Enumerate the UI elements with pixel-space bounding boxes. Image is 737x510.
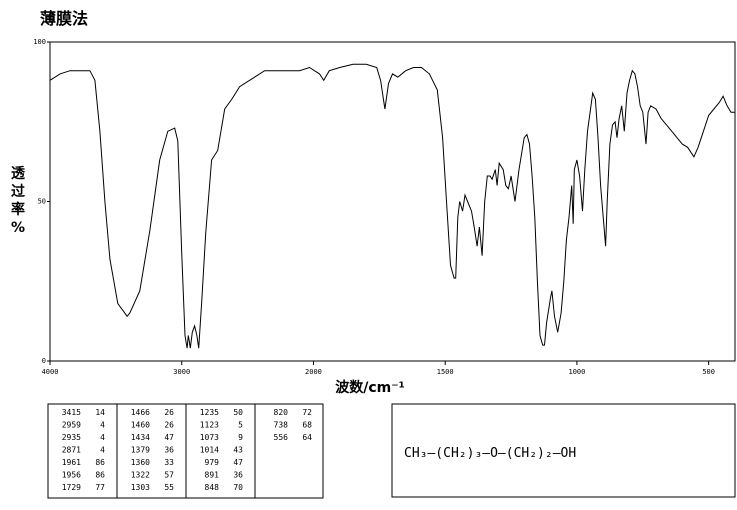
x-tick-label: 500 (702, 368, 715, 376)
peak-transmittance: 68 (302, 421, 312, 430)
peak-transmittance: 9 (238, 433, 243, 442)
peak-wavenumber: 1073 (200, 433, 219, 442)
spectrum-line (49, 63, 735, 349)
peak-transmittance: 4 (100, 421, 105, 430)
y-tick-label: 100 (33, 38, 46, 46)
peak-transmittance: 36 (164, 446, 174, 455)
structure-formula: CH₃—(CH₂)₃—O—(CH₂)₂—OH (404, 446, 576, 461)
x-tick-label: 1500 (437, 368, 454, 376)
y-axis-label: 透 (11, 166, 26, 182)
peak-wavenumber: 2935 (62, 433, 81, 442)
peak-transmittance: 86 (95, 471, 105, 480)
peak-transmittance: 4 (100, 433, 105, 442)
peak-wavenumber: 1014 (200, 446, 219, 455)
peak-wavenumber: 891 (205, 471, 220, 480)
x-axis-label: 波数/cm⁻¹ (335, 379, 405, 396)
peak-wavenumber: 848 (205, 483, 220, 492)
peak-transmittance: 26 (164, 408, 174, 417)
peak-wavenumber: 1235 (200, 408, 219, 417)
peak-transmittance: 43 (233, 446, 243, 455)
structure-frame (391, 403, 736, 498)
y-axis-label: % (11, 220, 25, 236)
peak-wavenumber: 1322 (131, 471, 150, 480)
peak-wavenumber: 2871 (62, 446, 81, 455)
peak-wavenumber: 738 (274, 421, 289, 430)
peak-wavenumber: 1360 (131, 458, 150, 467)
peak-transmittance: 50 (233, 408, 243, 417)
x-tick-label: 4000 (42, 368, 59, 376)
plot-frame (49, 41, 736, 362)
peak-wavenumber: 1460 (131, 421, 150, 430)
peak-transmittance: 47 (233, 458, 243, 467)
y-axis-label: 过 (11, 183, 25, 200)
peak-wavenumber: 1466 (131, 408, 150, 417)
peak-transmittance: 36 (233, 471, 243, 480)
peak-wavenumber: 1123 (200, 421, 219, 430)
peak-wavenumber: 979 (205, 458, 220, 467)
peak-transmittance: 33 (164, 458, 174, 467)
peak-wavenumber: 2959 (62, 421, 81, 430)
peak-transmittance: 55 (164, 483, 174, 492)
peak-wavenumber: 1956 (62, 471, 81, 480)
peak-transmittance: 72 (302, 408, 312, 417)
peak-wavenumber: 820 (274, 408, 289, 417)
peak-transmittance: 57 (164, 471, 174, 480)
peak-transmittance: 26 (164, 421, 174, 430)
peak-transmittance: 5 (238, 421, 243, 430)
x-tick-label: 2000 (305, 368, 322, 376)
peak-transmittance: 86 (95, 458, 105, 467)
peak-transmittance: 77 (95, 483, 105, 492)
y-axis-label: 率 (11, 201, 25, 218)
peak-wavenumber: 3415 (62, 408, 81, 417)
peak-transmittance: 64 (302, 433, 312, 442)
peak-wavenumber: 1961 (62, 458, 81, 467)
peak-transmittance: 4 (100, 446, 105, 455)
peak-transmittance: 47 (164, 433, 174, 442)
y-tick-label: 0 (42, 357, 46, 365)
peak-transmittance: 14 (95, 408, 105, 417)
chart-title: 薄膜法 (40, 9, 88, 28)
y-tick-label: 50 (38, 198, 46, 206)
peak-wavenumber: 1434 (131, 433, 150, 442)
peak-wavenumber: 1729 (62, 483, 81, 492)
x-tick-label: 3000 (173, 368, 190, 376)
peak-transmittance: 70 (233, 483, 243, 492)
peak-wavenumber: 556 (274, 433, 289, 442)
peak-wavenumber: 1303 (131, 483, 150, 492)
peak-wavenumber: 1379 (131, 446, 150, 455)
x-tick-label: 1000 (568, 368, 585, 376)
